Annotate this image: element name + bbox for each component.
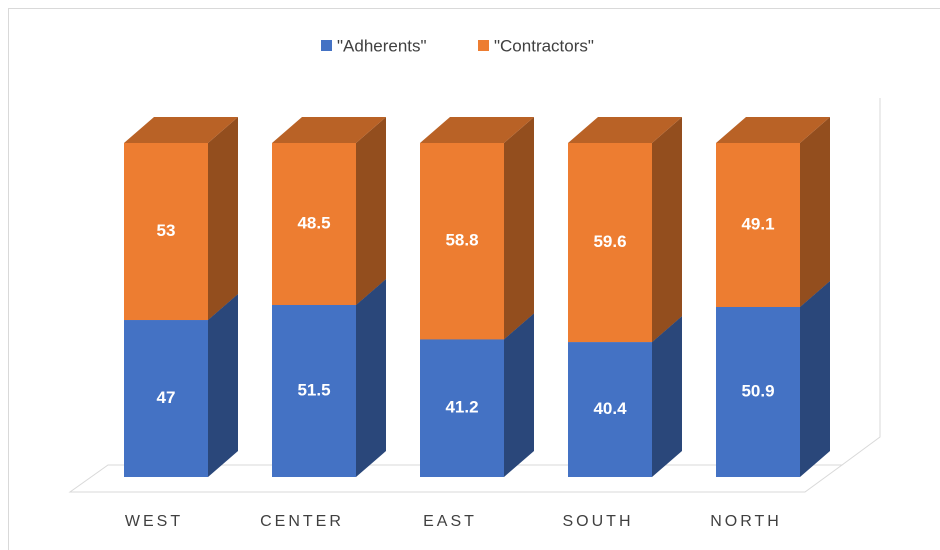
bar-side [504, 117, 534, 340]
bar-side [208, 117, 238, 321]
x-tick-label: CENTER [260, 513, 344, 530]
data-label: 50.9 [741, 381, 774, 400]
bar-side [504, 313, 534, 477]
bar [568, 342, 652, 477]
bar [272, 304, 356, 477]
bar [420, 339, 504, 477]
bar [716, 306, 800, 477]
data-label: 41.2 [445, 398, 478, 417]
bar [124, 143, 208, 321]
legend-label: "Contractors" [494, 36, 594, 55]
bar-side [652, 316, 682, 477]
bar-side [652, 117, 682, 343]
bar-top [124, 117, 238, 143]
x-tick-label: EAST [423, 513, 477, 530]
bar [124, 320, 208, 477]
data-label: 49.1 [741, 214, 774, 233]
bar [272, 143, 356, 305]
bar-top [568, 117, 682, 143]
bar-side [800, 117, 830, 307]
back-wall [841, 98, 881, 466]
bar [568, 143, 652, 343]
data-label: 59.6 [593, 232, 626, 251]
legend-label: "Adherents" [337, 36, 427, 55]
bar-side [208, 294, 238, 477]
bar [716, 143, 800, 307]
x-tick-label: SOUTH [563, 513, 634, 530]
bar [420, 143, 504, 340]
data-label: 58.8 [445, 231, 478, 250]
bar-top [272, 117, 386, 143]
bar-side [356, 117, 386, 305]
data-label: 51.5 [297, 380, 330, 399]
bar-top [420, 117, 534, 143]
bar-side [800, 280, 830, 477]
data-label: 47 [157, 388, 176, 407]
x-tick-label: WEST [125, 513, 183, 530]
data-label: 40.4 [593, 399, 627, 418]
legend-swatch [321, 40, 332, 51]
data-label: 48.5 [297, 213, 330, 232]
bar-top [716, 117, 830, 143]
legend-swatch [478, 40, 489, 51]
x-tick-label: NORTH [710, 513, 782, 530]
bar-side [356, 278, 386, 477]
data-label: 53 [157, 221, 176, 240]
